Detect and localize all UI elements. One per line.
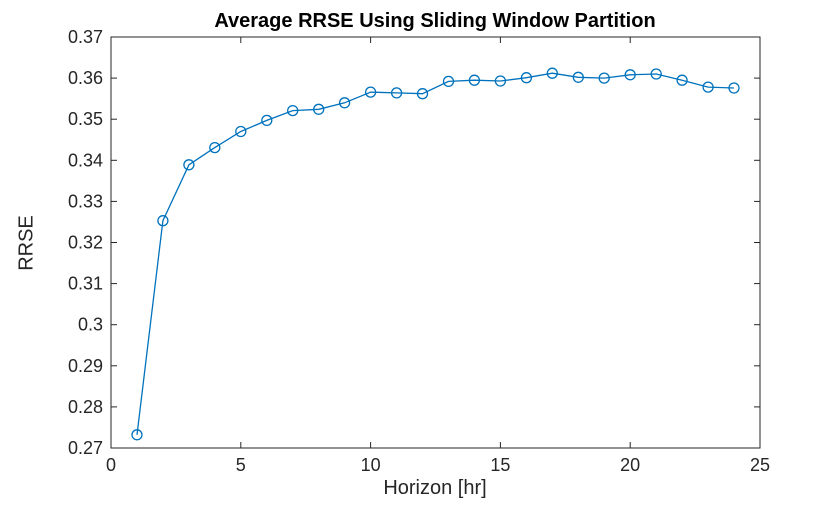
y-tick-label: 0.36	[68, 68, 103, 88]
x-tick-label: 25	[750, 455, 770, 475]
data-point-marker	[520, 72, 533, 84]
data-point-marker	[338, 97, 351, 109]
data-point-marker	[131, 429, 143, 441]
y-tick-label: 0.28	[68, 397, 103, 417]
chart-title: Average RRSE Using Sliding Window Partit…	[214, 10, 656, 32]
data-point-marker	[572, 71, 584, 83]
data-point-marker	[416, 88, 429, 100]
data-point-marker	[728, 82, 740, 94]
y-tick-label: 0.32	[68, 233, 103, 253]
y-tick-label: 0.34	[68, 150, 103, 170]
x-tick-label: 10	[361, 455, 381, 475]
data-point-marker	[624, 69, 636, 81]
plot-box	[110, 36, 761, 449]
data-point-marker	[702, 81, 714, 93]
y-axis-label: RRSE	[15, 215, 38, 271]
data-point-marker	[287, 104, 299, 117]
data-point-marker	[183, 159, 195, 171]
data-point-marker	[546, 67, 558, 79]
data-point-marker	[261, 114, 273, 127]
data-point-marker	[209, 141, 221, 154]
data-point-marker	[676, 74, 688, 86]
y-tick-label: 0.29	[68, 356, 103, 376]
y-tick-label: 0.27	[68, 438, 103, 458]
data-point-marker	[313, 103, 325, 115]
y-tick-label: 0.31	[68, 274, 103, 294]
x-tick-label: 0	[106, 455, 116, 475]
series-line	[136, 72, 735, 435]
y-tick-label: 0.35	[68, 109, 103, 129]
data-point-marker	[650, 68, 662, 80]
x-tick-label: 20	[620, 455, 640, 475]
x-axis-label: Horizon [hr]	[383, 477, 487, 499]
x-tick-label: 5	[236, 455, 246, 475]
data-point-marker	[494, 75, 507, 87]
y-tick-label: 0.37	[68, 27, 103, 47]
data-point-marker	[390, 87, 403, 99]
data-point-marker	[442, 75, 455, 88]
y-tick-label: 0.33	[68, 191, 103, 211]
y-tick-label: 0.3	[78, 315, 103, 335]
data-point-marker	[157, 215, 169, 227]
x-tick-label: 15	[490, 455, 510, 475]
data-point-marker	[598, 72, 610, 84]
data-point-marker	[468, 74, 481, 86]
data-point-marker	[364, 86, 377, 98]
data-point-marker	[235, 125, 247, 138]
